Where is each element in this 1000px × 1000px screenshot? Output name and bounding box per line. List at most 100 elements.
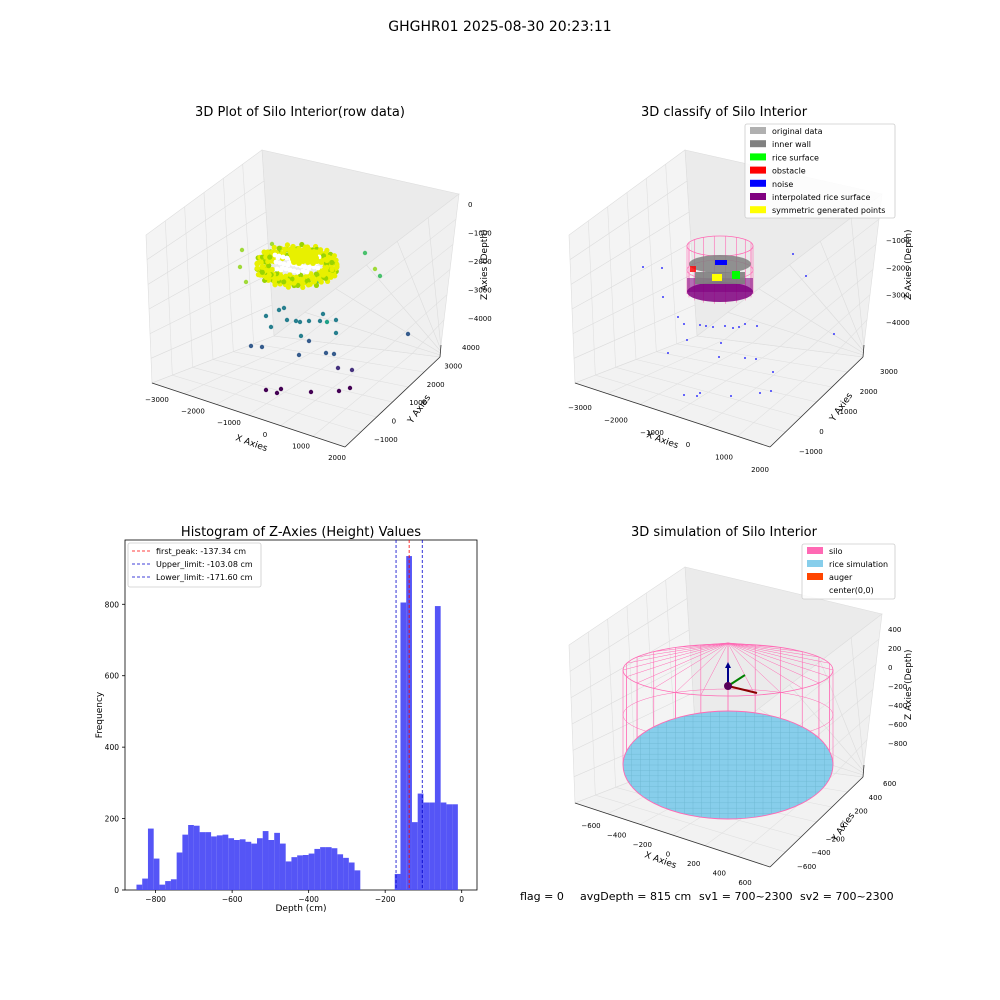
- raw-ring-gap: [291, 268, 297, 274]
- raw-ring-gap: [315, 265, 321, 271]
- raw-ring-point: [304, 256, 310, 262]
- raw-ring-point: [329, 267, 335, 273]
- raw-ring-point: [333, 257, 339, 263]
- classify-noise-point: [705, 325, 707, 327]
- histogram-bar: [245, 841, 252, 890]
- simulation-z-axis-line: [862, 764, 865, 778]
- histogram-bar: [257, 838, 263, 890]
- histogram-vlines: [395, 540, 423, 890]
- histogram-x-tick-label: −200: [375, 895, 396, 904]
- histogram-x-tick-label: 0: [459, 895, 464, 904]
- histogram-bar: [302, 855, 309, 890]
- raw-data-point: [336, 388, 342, 394]
- simulation-undefined-tick: −600: [581, 822, 600, 830]
- raw-ring-point: [260, 264, 266, 270]
- classify-gridline: [607, 339, 725, 394]
- raw-ring-gap: [283, 266, 289, 272]
- histogram-bar: [199, 832, 206, 890]
- histogram-bar: [228, 838, 235, 890]
- raw-data-point: [333, 317, 339, 323]
- raw-undefined-tick: −1000: [217, 419, 241, 427]
- raw-y-axis-label: Y Axies: [406, 393, 434, 426]
- classify-z-axis-line: [862, 344, 865, 358]
- classify-noise-point: [683, 394, 685, 396]
- raw-ring-point: [314, 272, 320, 278]
- raw-ring-point: [261, 249, 267, 255]
- raw-ring-point: [283, 273, 289, 279]
- histogram-legend-label: Lower_limit: -171.60 cm: [156, 573, 253, 582]
- classify-obstacle-patch: [690, 266, 696, 272]
- histogram-bar: [308, 853, 315, 890]
- classify-noise-point: [724, 325, 726, 327]
- raw-data-point: [323, 350, 329, 356]
- raw-data-point: [362, 250, 368, 256]
- raw-ring-point: [324, 257, 330, 264]
- histogram-y-label: Frequency: [95, 691, 105, 738]
- simulation-x-axis-line: [574, 802, 771, 868]
- classify-noise-point: [712, 326, 714, 328]
- histogram-bar: [325, 847, 332, 890]
- raw-ring-gap: [302, 264, 308, 270]
- classify-legend-swatch: [750, 140, 766, 148]
- histogram-y-tick-label: 0: [114, 886, 119, 895]
- classify-legend-label: rice surface: [772, 153, 819, 162]
- histogram-bar: [222, 834, 229, 890]
- classify-undefined-tick: −1000: [640, 429, 664, 437]
- silo-roof-line: [727, 642, 781, 693]
- classify-undefined-tick: 1000: [715, 454, 733, 462]
- raw-undefined-tick: 1000: [409, 399, 427, 407]
- classify-undefined-tick: 2000: [751, 466, 769, 474]
- classify-legend-swatch: [750, 193, 766, 200]
- classify-undefined-tick: 1000: [840, 408, 858, 416]
- classify-noise-point: [699, 392, 701, 394]
- raw-ring-point: [272, 276, 278, 282]
- raw-ring-point: [287, 272, 293, 278]
- center-point: [724, 682, 732, 690]
- raw-data-point: [349, 367, 355, 373]
- histogram-bar: [205, 832, 212, 890]
- raw-ring-gap: [285, 262, 291, 268]
- raw-ring-point: [293, 251, 299, 257]
- raw-3d-points: [237, 241, 411, 396]
- histogram-bar: [216, 835, 223, 890]
- classify-symmetric-patch: [712, 274, 722, 281]
- simulation-legend-label: center(0,0): [829, 586, 874, 595]
- classify-undefined-tick: 2000: [860, 388, 878, 396]
- panel-raw-title: 3D Plot of Silo Interior(row data): [195, 105, 405, 120]
- histogram-bar: [331, 848, 338, 890]
- classify-noise-point: [696, 395, 698, 397]
- simulation-undefined-tick: −200: [826, 835, 845, 843]
- raw-undefined-tick: −3000: [468, 287, 492, 295]
- histogram-y-tick-label: 200: [105, 815, 120, 824]
- raw-ring-point: [320, 272, 327, 278]
- simulation-undefined-tick: −600: [797, 863, 816, 871]
- simulation-undefined-tick: 0: [840, 822, 844, 830]
- classify-noise-point: [805, 275, 807, 277]
- raw-data-point: [298, 333, 304, 339]
- raw-ring-point: [266, 263, 272, 269]
- raw-data-point: [237, 264, 243, 270]
- raw-data-point: [306, 338, 312, 344]
- panel-classify-title: 3D classify of Silo Interior: [641, 105, 808, 120]
- raw-data-point: [320, 311, 326, 317]
- raw-x-axis-line: [151, 382, 346, 448]
- simulation-undefined-tick: 400: [869, 794, 882, 802]
- raw-undefined-tick: 4000: [462, 344, 480, 352]
- raw-data-point: [268, 324, 274, 330]
- raw-ring-point: [301, 247, 307, 253]
- histogram-bar: [188, 825, 194, 890]
- raw-ring-gap: [272, 252, 278, 258]
- histogram-x-tick-label: −800: [145, 895, 166, 904]
- classify-legend-swatch: [750, 127, 766, 134]
- raw-ring-point: [310, 260, 316, 266]
- histogram-x-tick-label: −600: [222, 895, 243, 904]
- silo-roof-line: [653, 642, 729, 689]
- simulation-undefined-tick: −600: [888, 721, 907, 729]
- histogram-bar: [193, 825, 200, 890]
- classify-rice-surface-patch: [732, 271, 740, 279]
- raw-data-point: [278, 386, 284, 392]
- classify-noise-point: [642, 266, 644, 268]
- raw-data-point: [243, 279, 249, 285]
- silo-roof-line: [727, 642, 834, 671]
